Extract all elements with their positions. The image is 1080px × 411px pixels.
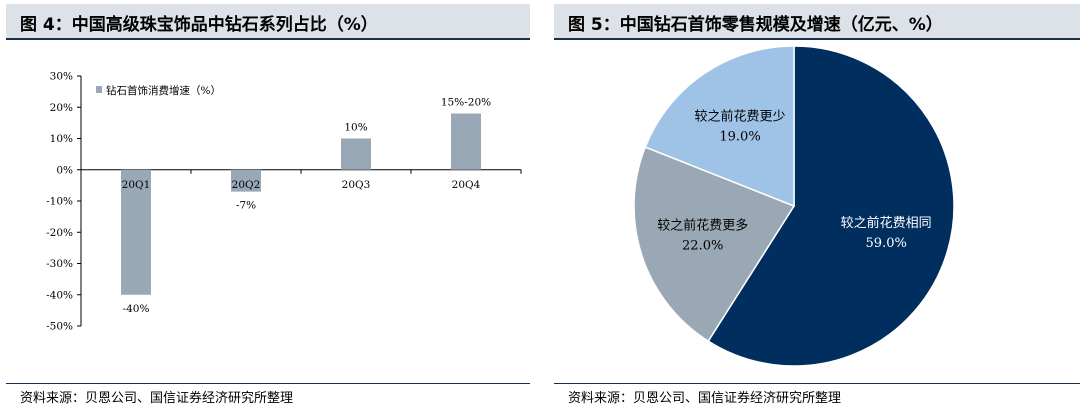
figure-4-header: 图 4：中国高级珠宝饰品中钻石系列占比（%） (6, 4, 530, 40)
bar-data-label: 10% (344, 122, 367, 134)
y-tick-label: -20% (46, 227, 73, 239)
pie-slice-value: 59.0% (866, 236, 907, 251)
figure-4-chart-area: 30% 20% 10% 0% -10% -20% -30% -40% -50% 20Q1 -40%… (6, 40, 530, 380)
y-tick-label: 10% (50, 133, 73, 145)
y-tick-label: 30% (50, 71, 73, 83)
bar-20Q4 (451, 113, 481, 170)
figure-5-chart-area: 较之前花费相同 59.0% 较之前花费更多 22.0% 较之前花费更少 19.0% (554, 40, 1080, 380)
pie-slice-label: 较之前花费更少 (695, 109, 786, 125)
legend-label: 钻石首饰消费增速（%） (106, 84, 221, 97)
y-tick-label: -30% (46, 258, 73, 270)
pie-chart-slices (633, 45, 955, 367)
pie-slice-value: 19.0% (719, 130, 760, 145)
bar-data-label: -40% (123, 303, 150, 315)
pie-slice-label: 较之前花费相同 (841, 215, 932, 231)
bar-data-label: 15%-20% (441, 97, 491, 109)
pie-chart-labels: 较之前花费相同 59.0% 较之前花费更多 22.0% 较之前花费更少 19.0% (657, 109, 932, 254)
x-tick-label: 20Q2 (232, 179, 261, 191)
bar-20Q2 (231, 169, 261, 192)
bar-chart-legend: 钻石首饰消费增速（%） (96, 84, 221, 97)
pie-slice (707, 45, 955, 367)
figure-5-title: 图 5：中国钻石首饰零售规模及增速（亿元、%） (568, 15, 943, 35)
bar-20Q1 (121, 169, 151, 295)
y-tick-label: -10% (46, 196, 73, 208)
bar-20Q3 (341, 138, 371, 170)
legend-swatch (96, 86, 102, 93)
y-tick-label: -40% (46, 289, 73, 301)
figure-5-source: 资料来源：贝恩公司、国信证券经济研究所整理 (568, 391, 842, 406)
y-tick-label: 0% (56, 164, 73, 176)
figure-5-source-rule (554, 383, 1080, 384)
bar-chart-bars: 20Q1 -40% 20Q2 -7% 20Q3 10% 20Q4 15%-20% (121, 97, 491, 315)
pie-slice-value: 22.0% (682, 239, 723, 254)
figure-4-source-rule (6, 383, 530, 384)
bar-chart-axis: 30% 20% 10% 0% -10% -20% -30% -40% -50% (46, 71, 522, 333)
figure-5-header: 图 5：中国钻石首饰零售规模及增速（亿元、%） (554, 4, 1080, 40)
y-tick-label: -50% (46, 321, 73, 333)
y-tick-label: 20% (50, 102, 73, 114)
x-tick-label: 20Q4 (452, 179, 481, 191)
figure-4-panel: 图 4：中国高级珠宝饰品中钻石系列占比（%） 30% 20% 10% 0% -10% -2… (0, 0, 530, 411)
figure-5-panel: 图 5：中国钻石首饰零售规模及增速（亿元、%） 较之前花费相同 59.0% 较之前花… (548, 0, 1080, 411)
figure-4-source: 资料来源：贝恩公司、国信证券经济研究所整理 (20, 391, 294, 406)
pie-slice-label: 较之前花费更多 (657, 218, 748, 234)
pie-slice (644, 45, 795, 208)
x-tick-label: 20Q1 (122, 179, 151, 191)
x-tick-label: 20Q3 (342, 179, 371, 191)
bar-data-label: -7% (236, 200, 256, 212)
bar-chart: 30% 20% 10% 0% -10% -20% -30% -40% -50% 20Q1 -40%… (46, 71, 522, 333)
pie-chart: 较之前花费相同 59.0% 较之前花费更多 22.0% 较之前花费更少 19.0% (633, 45, 955, 367)
figure-4-title: 图 4：中国高级珠宝饰品中钻石系列占比（%） (20, 15, 378, 35)
pie-slice (633, 146, 796, 343)
